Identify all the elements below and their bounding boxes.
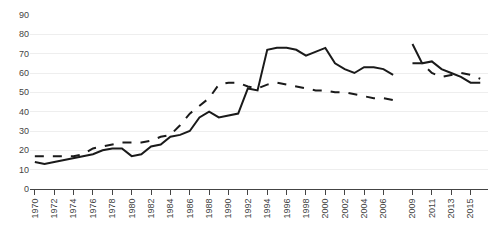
svg-text:2002: 2002 <box>340 199 350 219</box>
svg-text:1996: 1996 <box>282 199 292 219</box>
svg-text:1986: 1986 <box>185 199 195 219</box>
svg-text:1970: 1970 <box>30 199 40 219</box>
svg-text:1972: 1972 <box>49 199 59 219</box>
svg-text:60: 60 <box>19 68 29 78</box>
svg-text:1994: 1994 <box>262 199 272 219</box>
svg-text:2009: 2009 <box>407 199 417 219</box>
svg-text:80: 80 <box>19 29 29 39</box>
svg-text:1982: 1982 <box>146 199 156 219</box>
svg-text:70: 70 <box>19 49 29 59</box>
svg-text:2013: 2013 <box>446 199 456 219</box>
svg-text:90: 90 <box>19 10 29 20</box>
svg-text:1980: 1980 <box>127 199 137 219</box>
svg-text:20: 20 <box>19 145 29 155</box>
svg-text:1984: 1984 <box>165 199 175 219</box>
svg-text:2011: 2011 <box>427 199 437 218</box>
svg-text:30: 30 <box>19 126 29 136</box>
svg-text:1976: 1976 <box>88 199 98 219</box>
svg-text:10: 10 <box>19 165 29 175</box>
svg-text:1998: 1998 <box>301 199 311 219</box>
svg-text:1978: 1978 <box>107 199 117 219</box>
svg-text:1990: 1990 <box>223 199 233 219</box>
svg-text:2004: 2004 <box>359 199 369 219</box>
svg-text:1992: 1992 <box>243 199 253 219</box>
svg-text:40: 40 <box>19 107 29 117</box>
svg-text:50: 50 <box>19 87 29 97</box>
svg-text:0: 0 <box>24 184 29 194</box>
svg-text:2000: 2000 <box>320 199 330 219</box>
svg-text:1974: 1974 <box>68 199 78 219</box>
svg-text:1988: 1988 <box>204 199 214 219</box>
svg-text:2015: 2015 <box>465 199 475 219</box>
svg-text:2006: 2006 <box>378 199 388 219</box>
